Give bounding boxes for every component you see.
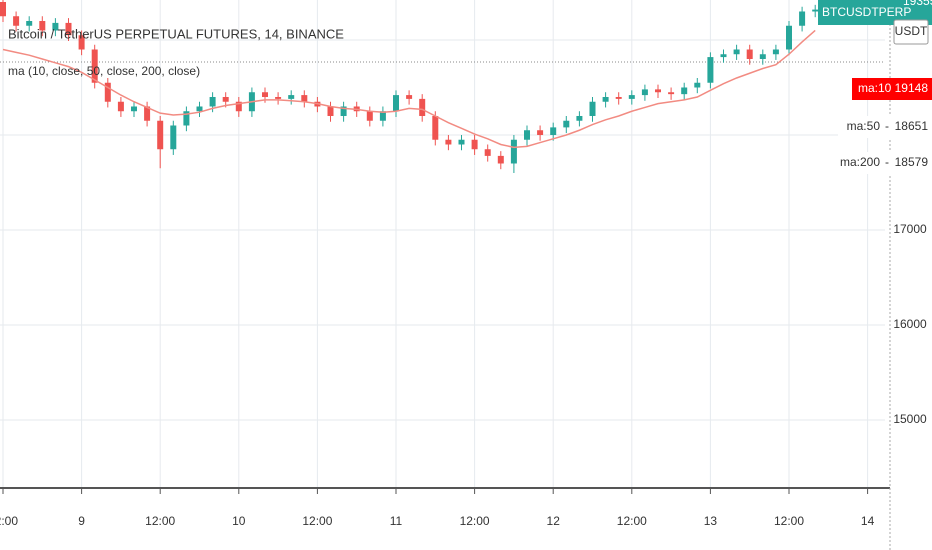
y-tick-label: 17000 [893, 222, 927, 236]
candle-body [26, 20, 33, 26]
x-tick-label: 12:00 [145, 514, 175, 528]
ma-tag-bg [838, 152, 932, 174]
candle-body [209, 96, 216, 107]
ma-tag-bg [838, 116, 932, 138]
candle-body [432, 115, 439, 140]
candle-body [222, 96, 229, 102]
candle-body [615, 96, 622, 99]
candle-body [104, 82, 111, 102]
candle-body [65, 22, 72, 36]
candle-body [576, 115, 583, 121]
candle-body [746, 49, 753, 59]
candle-body [707, 57, 714, 83]
candle-body [144, 106, 151, 121]
ma-tag-name: ma:50 [847, 119, 881, 133]
candle-body [170, 125, 177, 150]
candle-body [812, 9, 819, 12]
symbol-tag-name: BTCUSDTPERP [822, 5, 911, 19]
candle-body [0, 1, 6, 17]
candle-body [537, 130, 544, 135]
candle-body [681, 87, 688, 95]
candle-body [196, 106, 203, 112]
candle-body [327, 106, 334, 116]
candle-body [484, 149, 491, 156]
candle-body [117, 101, 124, 112]
currency-box [893, 19, 929, 45]
candle-body [91, 49, 98, 83]
candle-body [419, 98, 426, 116]
candle-body [52, 22, 59, 31]
x-tick-label: 9 [78, 514, 85, 528]
ma-line [2, 29, 816, 149]
x-tick-label: 10 [232, 514, 246, 528]
candle-body [183, 111, 190, 126]
candle-body [524, 130, 530, 140]
candle-body [131, 106, 137, 112]
candle-body [471, 139, 478, 150]
candle-body [799, 11, 806, 26]
y-tick-label: 16000 [893, 317, 927, 331]
symbol-tag-value: 19355 [903, 0, 932, 8]
ma-tag-name: ma:200 [840, 155, 880, 169]
x-tick-label: 12:00 [302, 514, 332, 528]
candle-body [510, 139, 517, 164]
candle-body [288, 95, 295, 99]
ma-tag-separator: - [885, 155, 889, 169]
candle-body [406, 95, 413, 99]
candle-body [772, 49, 779, 55]
candle-body [393, 95, 399, 112]
x-tick-label: 12:00 [617, 514, 647, 528]
x-tick-label: 12:00 [774, 514, 804, 528]
x-tick-label: 12:00 [460, 514, 490, 528]
legend-text: ma (10, close, 50, close, 200, close) [8, 64, 200, 78]
candle-body [235, 101, 242, 112]
ma-tag-name: ma:10 [858, 81, 892, 95]
candle-body [589, 101, 596, 116]
chart-title: Bitcoin / TetherUS PERPETUAL FUTURES, 14… [8, 26, 344, 41]
x-tick-label: 14 [861, 514, 875, 528]
x-tick-label: 12 [547, 514, 561, 528]
candle-body [497, 155, 504, 164]
candle-body [655, 89, 661, 93]
candle-body [275, 96, 282, 99]
candle-body [786, 25, 792, 50]
candle-body [720, 54, 727, 58]
candle-body [458, 139, 465, 145]
candle-body [366, 111, 373, 121]
candle-body [550, 127, 557, 135]
candle-body [340, 106, 347, 116]
candle-body [628, 95, 635, 99]
x-tick-label: 12:00 [0, 514, 18, 528]
candle-body [733, 49, 740, 55]
candle-body [379, 111, 386, 121]
candle-body [602, 96, 609, 102]
ma-tag-value: 19148 [895, 81, 929, 95]
candle-body [157, 120, 164, 150]
candle-body [641, 89, 648, 96]
candle-body [39, 20, 46, 31]
candle-body [78, 35, 85, 50]
candle-body [13, 16, 20, 26]
candle-body [445, 139, 452, 145]
ma-tag-value: 18651 [895, 119, 929, 133]
ma-tag-separator: - [885, 119, 889, 133]
candle-body [694, 82, 701, 88]
candle-body [301, 95, 308, 102]
candle-body [262, 92, 268, 97]
ma-tag-bg [852, 78, 932, 100]
candle-body [668, 92, 675, 95]
candle-body [759, 54, 766, 59]
currency: USDT [895, 24, 928, 38]
x-tick-label: 13 [704, 514, 718, 528]
candle-body [563, 120, 570, 128]
y-tick-label: 15000 [893, 412, 927, 426]
x-tick-label: 11 [390, 514, 403, 528]
ma-tag-value: 18579 [895, 155, 929, 169]
